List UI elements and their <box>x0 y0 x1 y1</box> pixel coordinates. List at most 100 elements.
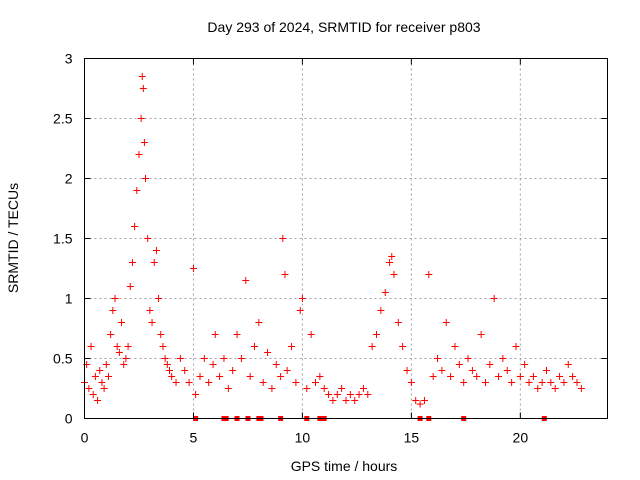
data-point <box>163 361 171 368</box>
data-point <box>139 85 147 92</box>
data-point <box>185 379 193 386</box>
data-point <box>316 373 324 380</box>
data-point <box>329 397 337 404</box>
data-point <box>377 307 385 314</box>
data-point <box>338 385 346 392</box>
axis-ticks: 0 0.5 1 1.5 2 2.5 3 0 5 10 15 20 <box>53 51 608 446</box>
data-point <box>102 361 110 368</box>
data-point <box>390 271 398 278</box>
data-point <box>342 397 350 404</box>
y-tick-label: 2.5 <box>53 111 73 127</box>
data-point <box>473 373 481 380</box>
data-points <box>81 73 585 408</box>
data-point <box>109 307 117 314</box>
data-point <box>142 175 150 182</box>
data-point <box>87 343 95 350</box>
data-point <box>122 355 130 362</box>
data-point <box>486 361 494 368</box>
data-point <box>146 307 154 314</box>
data-point <box>311 379 319 386</box>
data-point <box>368 343 376 350</box>
data-point <box>416 400 424 408</box>
data-point <box>192 391 200 398</box>
data-point <box>229 367 237 374</box>
data-point <box>161 355 169 362</box>
data-point <box>259 379 267 386</box>
data-point <box>529 373 537 380</box>
data-point <box>534 385 542 392</box>
y-tick-label: 2 <box>65 171 73 187</box>
data-point <box>176 355 184 362</box>
data-point <box>272 361 280 368</box>
data-point <box>89 391 97 398</box>
data-point <box>124 343 132 350</box>
data-point <box>268 385 276 392</box>
data-point <box>407 379 415 386</box>
data-point <box>351 397 359 404</box>
data-point <box>503 367 511 374</box>
data-point <box>429 373 437 380</box>
data-point <box>100 385 108 392</box>
data-point <box>468 367 476 374</box>
data-point <box>325 391 333 398</box>
data-point <box>477 331 485 338</box>
data-point <box>246 373 254 380</box>
data-point <box>157 331 165 338</box>
data-point <box>556 373 564 380</box>
data-point <box>113 343 121 350</box>
data-point <box>242 277 250 284</box>
data-point <box>172 379 180 386</box>
data-point <box>155 295 163 302</box>
data-point <box>403 367 411 374</box>
data-point <box>490 295 498 302</box>
data-point <box>189 265 197 272</box>
data-point <box>412 397 420 404</box>
data-point <box>525 379 533 386</box>
data-point <box>94 397 102 404</box>
x-tick-label: 0 <box>81 430 89 446</box>
data-point <box>447 373 455 380</box>
data-point <box>516 373 524 380</box>
data-point <box>542 367 550 374</box>
data-point <box>140 139 148 146</box>
data-point <box>150 259 158 266</box>
data-point <box>165 367 173 374</box>
data-point <box>547 379 555 386</box>
data-point <box>85 385 93 392</box>
data-point <box>569 373 577 380</box>
y-tick-label: 1.5 <box>53 231 73 247</box>
data-point <box>120 361 128 368</box>
data-point <box>137 115 145 122</box>
data-point <box>434 355 442 362</box>
data-point <box>196 373 204 380</box>
data-point <box>292 379 300 386</box>
data-point <box>481 379 489 386</box>
data-point <box>298 295 306 302</box>
data-point <box>551 385 559 392</box>
data-point <box>521 361 529 368</box>
data-point <box>373 331 381 338</box>
data-point <box>564 361 572 368</box>
grid-lines <box>84 58 608 419</box>
data-point <box>333 391 341 398</box>
data-point <box>135 151 143 158</box>
data-point <box>399 343 407 350</box>
x-tick-label: 20 <box>513 430 529 446</box>
data-point <box>131 223 139 230</box>
x-axis-label: GPS time / hours <box>291 458 398 474</box>
data-point <box>224 385 232 392</box>
data-point <box>364 391 372 398</box>
data-point <box>138 73 146 80</box>
data-point <box>279 235 287 242</box>
y-tick-label: 1 <box>65 291 73 307</box>
data-point <box>512 343 520 350</box>
data-point <box>573 379 581 386</box>
data-point <box>152 247 160 254</box>
data-point <box>118 319 126 326</box>
y-tick-label: 0 <box>65 411 73 427</box>
data-point <box>148 319 156 326</box>
data-point <box>394 319 402 326</box>
x-tick-label: 5 <box>190 430 198 446</box>
data-point <box>283 367 291 374</box>
data-point <box>126 283 134 290</box>
